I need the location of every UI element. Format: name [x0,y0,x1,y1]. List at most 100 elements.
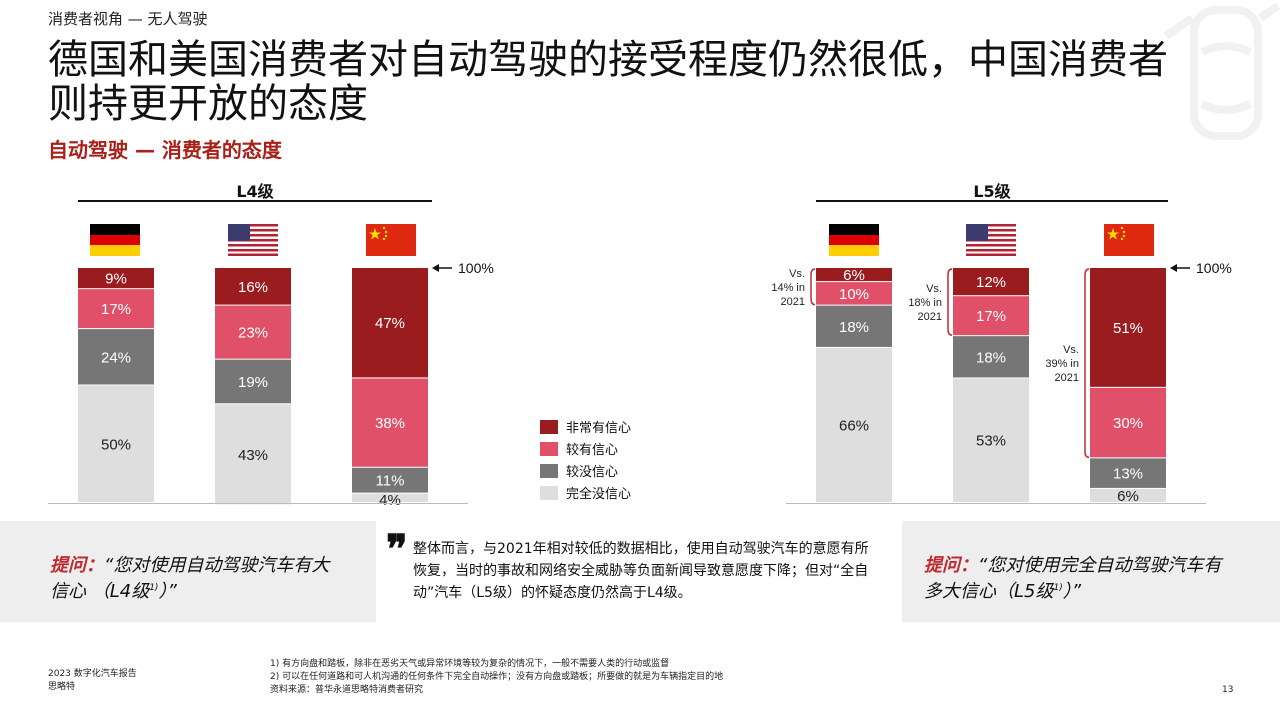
data-label: 17% [101,301,131,318]
bar-segment [215,404,291,505]
data-label: 43% [238,447,268,464]
page-subtitle: 自动驾驶 — 消费者的态度 [48,138,282,162]
annotation-label: 100% [458,260,494,276]
data-label: 50% [101,436,131,453]
question-suffix: ）” [1062,581,1082,602]
comparison-bracket [1084,268,1090,459]
bar-segment [1090,268,1166,387]
page-number: 13 [1222,685,1234,695]
question-text: “您对使用自动驾驶汽车有大信心 （L4级 [50,555,330,602]
germany-flag-icon [90,224,140,256]
data-label: 17% [976,308,1006,325]
legend-item: 非常有信心 [540,417,631,436]
annotation-label: 100% [1196,260,1232,276]
data-label: 38% [375,415,405,432]
comparison-label: 18% in [908,297,942,309]
l4-panel-title: L4级 [236,182,274,201]
bar-segment [1090,458,1166,488]
comparison-label: Vs. [1063,344,1079,356]
report-title: 2023 数字化汽车报告 [48,669,137,679]
report-brand: 思略特 [48,682,76,692]
legend-label: 非常有信心 [566,421,632,436]
question-suffix: ）” [158,581,177,602]
section-kicker: 消费者视角 — 无人驾驶 [48,10,208,28]
china-flag-icon [366,224,416,256]
bar-segment [816,305,892,347]
legend-item: 较没信心 [540,461,618,480]
data-label: 53% [976,433,1006,450]
bar-segment [1090,488,1166,502]
car-logo-icon [1160,0,1280,144]
bar-segment [953,268,1029,296]
legend-swatch [540,441,558,456]
bar-segment [215,268,291,305]
bar-segment [78,268,154,289]
question-left: 提问：“您对使用自动驾驶汽车有大信心 （L4级1)）” [50,555,340,603]
bar-segment [816,268,892,282]
comparison-label: 2021 [918,311,942,323]
legend-swatch [540,463,558,478]
comparison-bracket [810,268,816,306]
comparison-label: 2021 [781,296,805,308]
footnote-ref: 1) [1053,583,1063,593]
question-prefix: 提问： [924,555,978,576]
legend-label: 完全没信心 [566,487,632,502]
report-name: 2023 数字化汽车报告 思略特 [48,668,137,694]
comparison-label: Vs. [926,283,942,295]
annotation-arrowhead [1170,264,1177,272]
source-note: 资料来源：普华永道思略特消费者研究 [270,685,424,695]
data-label: 10% [839,286,869,303]
data-label: 47% [375,315,405,332]
l5-panel-rule [816,200,1168,202]
data-label: 19% [238,374,268,391]
data-label: 12% [976,274,1006,291]
comparison-label: 39% in [1045,358,1079,370]
bar-segment [1090,387,1166,458]
bar-segment [953,336,1029,378]
usa-flag-icon [966,224,1016,256]
comparison-label: 14% in [771,282,805,294]
bar-segment [352,268,428,378]
comparison-label: Vs. [789,268,805,280]
legend-swatch [540,419,558,434]
comparison-label: 2021 [1055,372,1079,384]
question-text: “您对使用完全自动驾驶汽车有多大信心（L5级 [924,555,1222,602]
bar-segment [215,359,291,404]
l5-axis-line [786,503,1206,504]
data-label: 4% [379,492,401,509]
data-label: 9% [105,271,127,288]
legend-label: 较没信心 [566,465,619,480]
summary-quote: 整体而言，与2021年相对较低的数据相比，使用自动驾驶汽车的意愿有所恢复，当时的… [413,541,869,601]
question-box-left: 提问：“您对使用自动驾驶汽车有大信心 （L4级1)）” [0,521,376,622]
usa-flag-icon [228,224,278,256]
legend-item: 完全没信心 [540,483,631,502]
legend-item: 较有信心 [540,439,618,458]
bar-segment [352,378,428,467]
bar-segment [953,378,1029,502]
stacked-bar-charts: 9% 17% 24% 50% 16% 23% 19% 43% 47% 38% 11% 4% 100% 6%… [78,260,1232,509]
bar-segment [78,329,154,385]
annotation-arrowhead [432,264,439,272]
comparison-bracket [947,268,953,336]
data-label: 51% [1113,320,1143,337]
question-prefix: 提问： [50,555,104,576]
question-box-right: 提问：“您对使用完全自动驾驶汽车有多大信心（L5级1)）” [902,521,1280,622]
data-label: 11% [376,473,405,490]
bar-segment [78,385,154,502]
data-label: 16% [238,279,268,296]
data-label: 66% [839,417,869,434]
legend-label: 较有信心 [566,443,619,458]
quote-mark-icon: ❞ [386,526,408,573]
bar-segment [215,305,291,359]
data-label: 6% [1117,488,1139,505]
footnote-1: 1) 有方向盘和踏板，除非在恶劣天气或异常环境等较为复杂的情况下，一般不需要人类… [270,659,670,669]
data-label: 24% [101,349,131,366]
page-title: 德国和美国消费者对自动驾驶的接受程度仍然很低，中国消费者则持更开放的态度 [48,37,1168,127]
data-label: 6% [843,267,865,284]
bar-segment [78,289,154,329]
data-label: 18% [839,319,869,336]
legend-swatch [540,485,558,500]
data-label: 18% [976,349,1006,366]
footnote-2: 2) 可以在任何道路和可人机沟通的任何条件下完全自动操作；没有方向盘或踏板；所要… [270,672,724,682]
l4-axis-line [48,503,468,504]
